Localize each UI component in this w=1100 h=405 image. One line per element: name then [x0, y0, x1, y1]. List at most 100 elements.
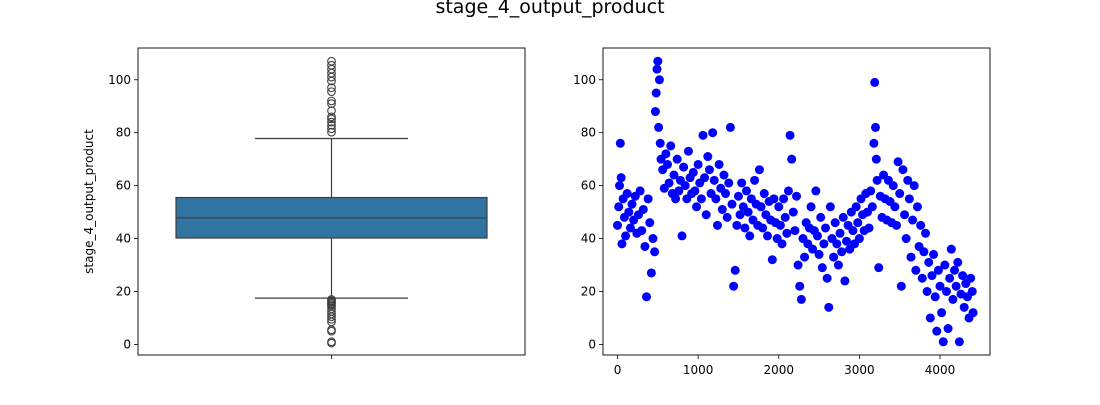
scatter-point: [800, 252, 810, 262]
scatter-point: [935, 281, 945, 291]
left-axes-frame: [137, 47, 526, 356]
right-axes-frame: [602, 47, 991, 356]
scatter-point: [832, 239, 842, 249]
scatter-point: [735, 210, 745, 220]
scatter-point: [904, 194, 914, 204]
scatter-point: [806, 202, 816, 212]
scatter-point: [724, 178, 734, 188]
scatter-point: [677, 231, 687, 241]
scatter-point: [625, 223, 635, 233]
scatter-point: [769, 194, 779, 204]
scatter-point: [825, 202, 835, 212]
scatter-point: [896, 281, 906, 291]
scatter-point: [812, 231, 822, 241]
scatter-point: [906, 252, 916, 262]
scatter-point: [615, 138, 625, 148]
scatter-point: [700, 173, 710, 183]
scatter-point: [898, 165, 908, 175]
scatter-point: [943, 324, 953, 334]
scatter-point: [627, 199, 637, 209]
scatter-point: [871, 122, 881, 132]
scatter-point: [733, 191, 743, 201]
scatter-point: [737, 178, 747, 188]
scatter-point: [671, 194, 681, 204]
scatter-point: [911, 265, 921, 275]
scatter-point: [745, 231, 755, 241]
scatter-point: [654, 75, 664, 85]
scatter-point: [946, 244, 956, 254]
scatter-point: [643, 194, 653, 204]
scatter-point: [953, 257, 963, 267]
scatter-point: [701, 210, 711, 220]
scatter-point: [793, 260, 803, 270]
scatter-point: [959, 302, 969, 312]
scatter-point: [871, 154, 881, 164]
scatter-point: [948, 294, 958, 304]
scatter-point: [909, 181, 919, 191]
scatter-point: [932, 326, 942, 336]
scatter-point: [708, 128, 718, 138]
scatter-point: [742, 186, 752, 196]
scatter-point: [680, 181, 690, 191]
scatter-point: [900, 210, 910, 220]
outlier-point: [327, 114, 336, 124]
scatter-point: [613, 220, 623, 230]
scatter-point: [762, 231, 772, 241]
outlier-point: [327, 337, 336, 347]
scatter-point: [912, 202, 922, 212]
scatter-point: [642, 292, 652, 302]
scatter-point: [674, 186, 684, 196]
y-tick-label: 20: [581, 284, 596, 298]
scatter-point: [808, 244, 818, 254]
scatter-point: [732, 220, 742, 230]
x-tick-label: 4000: [925, 363, 956, 377]
outlier-point: [327, 56, 336, 66]
y-tick-label: 0: [123, 337, 131, 351]
scatter-point: [958, 271, 968, 281]
scatter-point: [917, 273, 927, 283]
scatter-point: [783, 186, 793, 196]
scatter-point: [672, 154, 682, 164]
scatter-point: [888, 181, 898, 191]
scatter-point: [616, 173, 626, 183]
scatter-point: [653, 56, 663, 66]
scatter-point: [704, 165, 714, 175]
scatter-point: [645, 218, 655, 228]
box-plot: 0 20 40 60 80 100 stage_4_output_product: [82, 47, 526, 359]
scatter-point: [758, 223, 768, 233]
scatter-point: [787, 154, 797, 164]
scatter-point: [867, 202, 877, 212]
scatter-point: [919, 247, 929, 257]
scatter-point: [811, 186, 821, 196]
scatter-point: [937, 308, 947, 318]
scatter-point: [840, 276, 850, 286]
scatter-point: [940, 260, 950, 270]
scatter-point: [654, 122, 664, 132]
scatter-point: [651, 88, 661, 98]
scatter-point: [890, 202, 900, 212]
scatter-point: [854, 234, 864, 244]
scatter-point: [821, 223, 831, 233]
outlier-point: [327, 295, 336, 304]
scatter-points: [613, 56, 978, 347]
scatter-point: [790, 226, 800, 236]
scatter-point: [824, 302, 834, 312]
scatter-point: [669, 170, 679, 180]
y-tick-label: 40: [116, 232, 131, 246]
scatter-point: [698, 130, 708, 140]
scatter-point: [841, 236, 851, 246]
scatter-point: [822, 273, 832, 283]
scatter-point: [864, 223, 874, 233]
scatter-point: [638, 204, 648, 214]
scatter-point: [874, 263, 884, 273]
y-tick-label: 80: [581, 126, 596, 140]
scatter-point: [816, 212, 826, 222]
scatter-point: [650, 247, 660, 257]
scatter-point: [833, 260, 843, 270]
scatter-point: [615, 181, 625, 191]
scatter-point: [785, 130, 795, 140]
y-tick-label: 0: [588, 337, 596, 351]
outlier-point: [327, 124, 336, 134]
y-tick-label: 40: [581, 232, 596, 246]
